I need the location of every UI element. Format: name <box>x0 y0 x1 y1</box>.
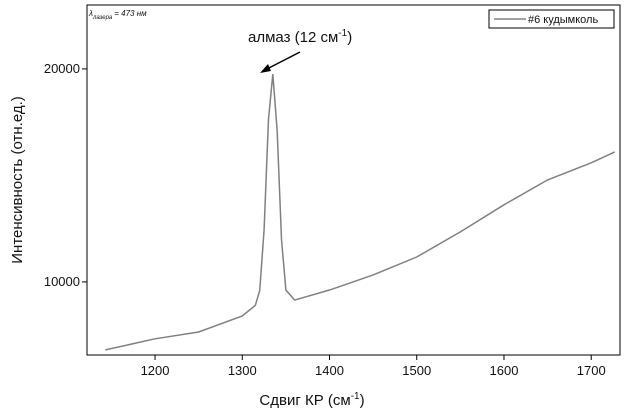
annotation-arrow <box>264 51 301 71</box>
note-symbol: λ <box>88 9 93 18</box>
note-text: = 473 нм <box>114 9 147 18</box>
laser-note: λлазера = 473 нм <box>88 9 147 21</box>
x-axis-label: Сдвиг КР (см-1) <box>259 391 364 409</box>
xlabel-text: Сдвиг КР (см <box>259 392 350 409</box>
note-sub: лазера <box>92 15 113 21</box>
annotation-sup: -1 <box>338 28 347 39</box>
x-tick-label: 1300 <box>228 363 257 378</box>
xlabel-sup: -1 <box>351 391 360 402</box>
y-tick-label: 20000 <box>44 61 80 76</box>
plot-frame <box>86 4 621 356</box>
arrow-head <box>260 64 271 73</box>
x-tick-label: 1700 <box>577 363 606 378</box>
xlabel-suffix: ) <box>360 392 365 409</box>
legend <box>488 9 615 29</box>
x-tick-label: 1400 <box>315 363 344 378</box>
series-line <box>105 73 616 351</box>
y-tick-label: 10000 <box>44 274 80 289</box>
legend-label: #6 кудымколь <box>528 14 598 26</box>
x-tick-label: 1500 <box>402 363 431 378</box>
annotation-text: алмаз (12 см <box>248 29 338 46</box>
y-axis-label: Интенсивность (отн.ед.) <box>9 96 26 263</box>
annotation-suffix: ) <box>347 29 352 46</box>
x-tick-label: 1600 <box>490 363 519 378</box>
x-tick-label: 1200 <box>141 363 170 378</box>
annotation: алмаз (12 см-1) <box>248 28 352 46</box>
